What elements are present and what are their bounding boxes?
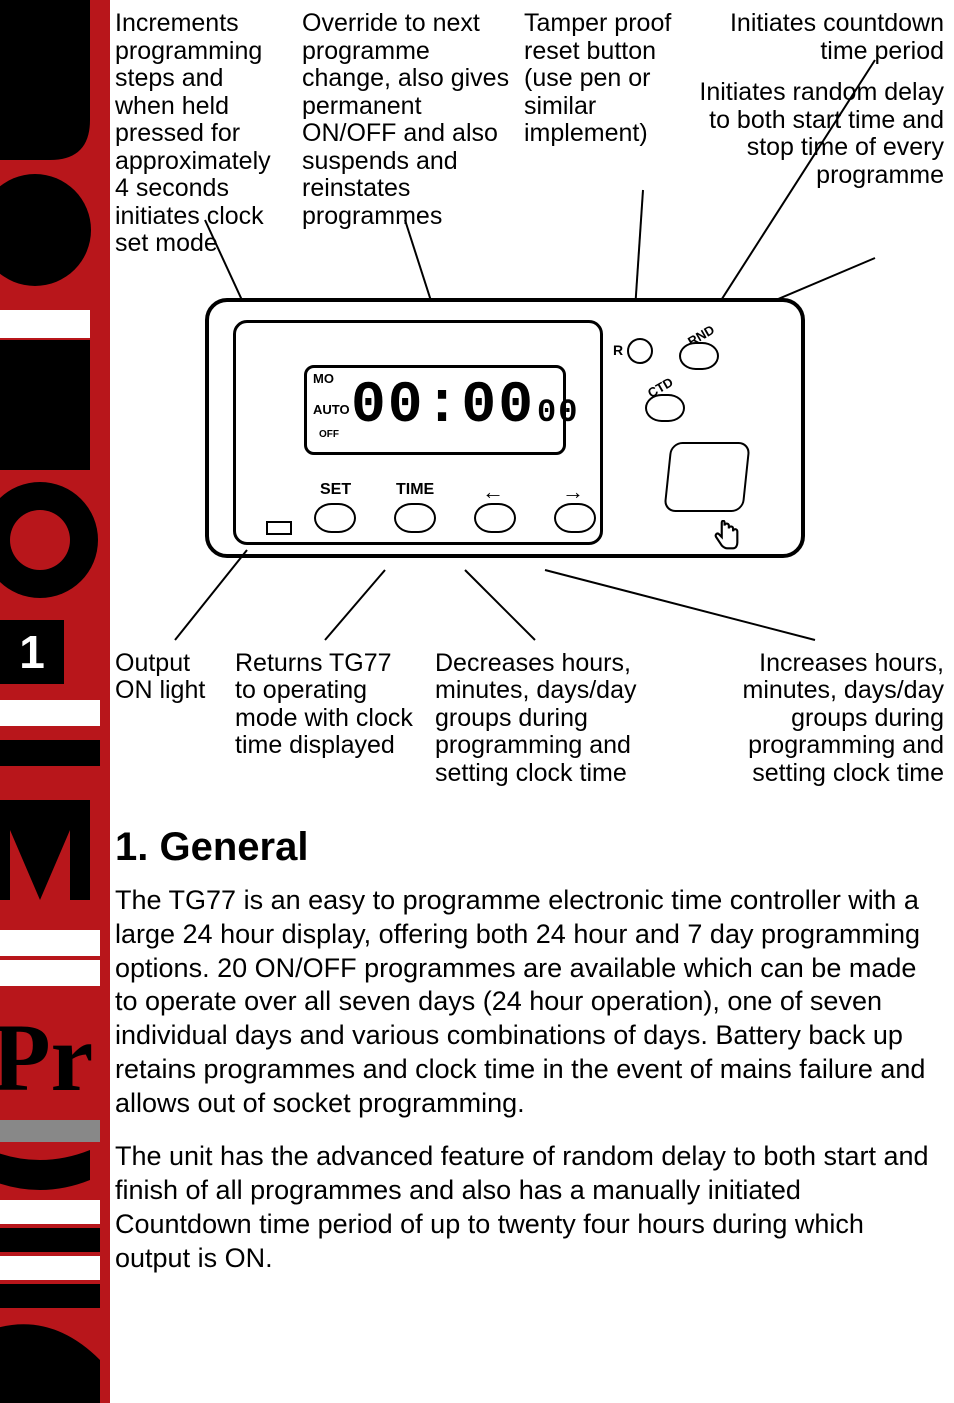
callout-output-led: Output ON light xyxy=(115,650,213,788)
callout-random: Initiates random delay to both start tim… xyxy=(686,79,944,189)
right-arrow-label: → xyxy=(562,479,584,505)
lcd-display: MO AUTO OFF 00:00 00 xyxy=(304,365,566,455)
hand-icon xyxy=(709,520,743,559)
lcd-state: OFF xyxy=(319,430,350,440)
callout-override: Override to next programme change, also … xyxy=(302,10,512,258)
set-label: SET xyxy=(320,481,351,499)
rnd-button[interactable] xyxy=(679,342,719,370)
body-paragraph-1: The TG77 is an easy to programme electro… xyxy=(115,884,944,1120)
lcd-seconds: 00 xyxy=(537,394,579,431)
section-heading: 1. General xyxy=(115,825,944,870)
svg-text:Pr: Pr xyxy=(0,1004,93,1111)
output-led xyxy=(266,521,292,535)
lcd-mode: AUTO xyxy=(313,403,350,416)
inner-panel: MO AUTO OFF 00:00 00 SET TIME ← → xyxy=(233,320,603,545)
reset-button[interactable]: R xyxy=(627,338,653,364)
lcd-side-labels: MO AUTO OFF xyxy=(313,372,350,440)
page-content: Increments programming steps and when he… xyxy=(115,0,944,1403)
lcd-hhmm: 00:00 xyxy=(351,374,535,439)
callout-reset: Tamper proof reset button (use pen or si… xyxy=(524,10,674,258)
reset-label: R xyxy=(613,342,623,358)
page-number: 1 xyxy=(19,625,45,679)
time-label: TIME xyxy=(396,481,434,499)
device-diagram: MO AUTO OFF 00:00 00 SET TIME ← → xyxy=(205,298,925,598)
callout-time-button: Returns TG77 to operating mode with cloc… xyxy=(235,650,413,788)
set-button[interactable] xyxy=(314,503,356,533)
body-paragraph-2: The unit has the advanced feature of ran… xyxy=(115,1140,944,1275)
right-arrow-button[interactable] xyxy=(554,503,596,533)
time-button[interactable] xyxy=(394,503,436,533)
callout-countdown: Initiates countdown time period xyxy=(686,10,944,65)
ctd-button[interactable] xyxy=(645,394,685,422)
callout-set-button: Increments programming steps and when he… xyxy=(115,10,290,258)
callout-left-button: Decreases hours, minutes, days/day group… xyxy=(435,650,653,788)
left-arrow-button[interactable] xyxy=(474,503,516,533)
top-callouts: Increments programming steps and when he… xyxy=(115,0,944,258)
callout-right-button: Increases hours, minutes, days/day group… xyxy=(675,650,944,788)
lcd-day: MO xyxy=(313,372,350,385)
side-art: Pr xyxy=(0,0,110,1403)
bottom-callouts: Output ON light Returns TG77 to operatin… xyxy=(115,650,944,788)
manual-override-button[interactable] xyxy=(663,442,750,512)
timer-body: MO AUTO OFF 00:00 00 SET TIME ← → xyxy=(205,298,805,558)
lcd-digits: 00:00 00 xyxy=(351,374,579,439)
left-arrow-label: ← xyxy=(482,479,504,505)
callout-right-group: Initiates countdown time period Initiate… xyxy=(686,10,944,258)
page-number-marker: 1 xyxy=(0,620,64,684)
